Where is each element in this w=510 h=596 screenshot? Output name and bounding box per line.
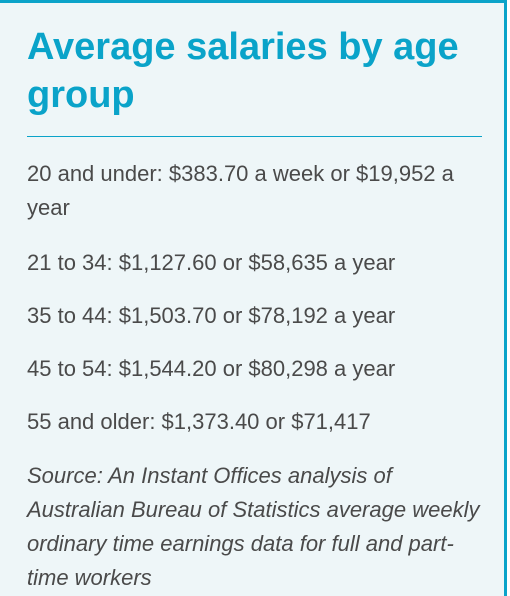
salary-item-21-to-34: 21 to 34: $1,127.60 or $58,635 a year [27, 250, 396, 275]
factbox-title: Average salaries by age group [27, 26, 459, 116]
source-note: Source: An Instant Offices analysis of A… [27, 463, 480, 590]
salary-item-55-and-older: 55 and older: $1,373.40 or $71,417 [27, 409, 371, 434]
title-divider [27, 136, 482, 137]
salary-item-20-and-under: 20 and under: $383.70 a week or $19,952 … [27, 161, 454, 220]
salary-item-35-to-44: 35 to 44: $1,503.70 or $78,192 a year [27, 303, 396, 328]
salary-item-45-to-54: 45 to 54: $1,544.20 or $80,298 a year [27, 356, 396, 381]
